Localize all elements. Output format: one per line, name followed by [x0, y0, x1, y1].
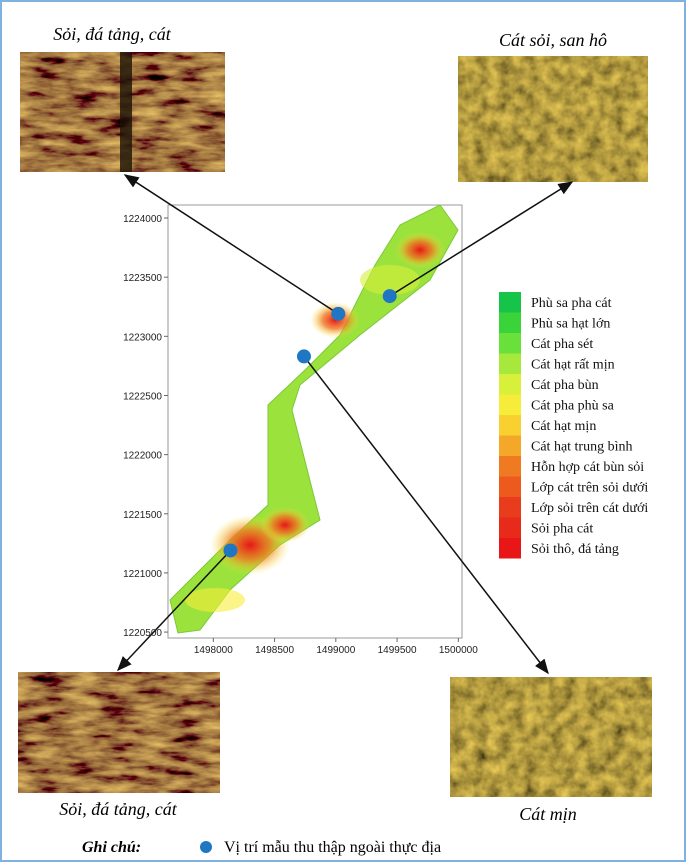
- legend-swatch: [499, 456, 521, 477]
- legend-swatch: [499, 518, 521, 539]
- y-tick-label: 1221500: [123, 510, 162, 521]
- zone: [260, 507, 310, 543]
- legend-label: Sỏi pha cát: [531, 522, 593, 537]
- x-tick-label: 1499000: [316, 645, 355, 656]
- legend-swatch: [499, 538, 521, 559]
- sample-point: [297, 349, 311, 363]
- legend-label: Cát hạt mịn: [531, 419, 596, 434]
- caption: Cát sỏi, san hô: [499, 30, 607, 50]
- legend-label: Cát pha sét: [531, 337, 593, 352]
- legend-label: Lớp sỏi trên cát dưới: [531, 501, 648, 516]
- legend-label: Sỏi thô, đá tảng: [531, 542, 619, 557]
- note-text: Vị trí mẫu thu thập ngoài thực địa: [224, 839, 441, 856]
- note-marker: [200, 841, 212, 853]
- legend-swatch: [499, 395, 521, 416]
- legend-swatch: [499, 415, 521, 436]
- legend-label: Cát hạt rất mịn: [531, 358, 615, 373]
- image-trace: [120, 52, 132, 172]
- legend-swatch: [499, 333, 521, 354]
- sample-point: [331, 307, 345, 321]
- caption: Cát mịn: [519, 804, 577, 824]
- y-tick-label: 1223000: [123, 332, 162, 343]
- x-tick-label: 1498000: [194, 645, 233, 656]
- image: [18, 672, 220, 793]
- zone: [185, 588, 245, 612]
- legend-label: Cát pha bùn: [531, 378, 599, 393]
- y-tick-label: 1222500: [123, 391, 162, 402]
- sample-point: [383, 289, 397, 303]
- y-tick-label: 1224000: [123, 214, 162, 225]
- y-tick-label: 1222000: [123, 451, 162, 462]
- legend-label: Phù sa pha cát: [531, 296, 612, 311]
- legend-label: Phù sa hạt lớn: [531, 317, 610, 332]
- x-tick-label: 1500000: [439, 645, 478, 656]
- legend-swatch: [499, 354, 521, 375]
- caption: Sỏi, đá tảng, cát: [59, 799, 177, 819]
- zone: [395, 232, 445, 268]
- note-label: Ghi chú:: [82, 839, 141, 856]
- legend-label: Lớp cát trên sỏi dưới: [531, 481, 648, 496]
- image: [450, 677, 652, 797]
- x-tick-label: 1499500: [378, 645, 417, 656]
- legend-label: Cát hạt trung bình: [531, 440, 633, 455]
- legend-swatch: [499, 313, 521, 334]
- legend-swatch: [499, 374, 521, 395]
- legend-swatch: [499, 292, 521, 313]
- figure: Sỏi, đá tảng, cát Cát sỏi, san hô Sỏi, đ…: [0, 0, 686, 862]
- caption: Sỏi, đá tảng, cát: [53, 24, 171, 44]
- y-tick-label: 1223500: [123, 273, 162, 284]
- legend-swatch: [499, 497, 521, 518]
- x-tick-label: 1498500: [255, 645, 294, 656]
- legend-swatch: [499, 436, 521, 457]
- legend-swatch: [499, 477, 521, 498]
- y-tick-label: 1221000: [123, 569, 162, 580]
- image: [458, 56, 648, 182]
- legend-label: Hỗn hợp cát bùn sỏi: [531, 460, 644, 475]
- legend-label: Cát pha phù sa: [531, 399, 615, 414]
- sample-point: [223, 543, 237, 557]
